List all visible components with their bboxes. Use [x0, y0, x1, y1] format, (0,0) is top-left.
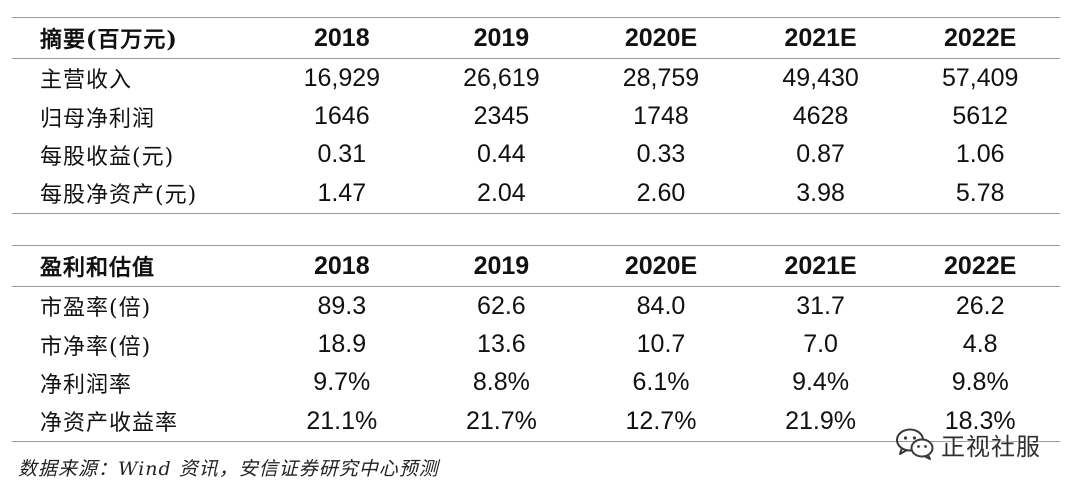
table-cell: 1.47	[317, 178, 367, 207]
valuation-header-2019: 2019	[421, 245, 582, 287]
summary-header-2022e: 2022E	[900, 17, 1060, 59]
table-cell: 31.7	[796, 291, 845, 320]
summary-header-2020e: 2020E	[581, 17, 741, 59]
table-cell: 9.8%	[951, 368, 1009, 397]
table-cell: 12.7%	[625, 406, 697, 435]
table-row: 市净率(倍) 18.9 13.6 10.7 7.0 4.8	[12, 325, 1060, 363]
wechat-icon	[896, 428, 934, 460]
table-cell: 4.8	[962, 330, 998, 359]
table-row: 市盈率(倍) 89.3 62.6 84.0 31.7 26.2	[12, 287, 1060, 326]
table-cell: 10.7	[636, 330, 686, 359]
table-cell: 21.7%	[465, 406, 537, 435]
summary-header-2019: 2019	[421, 17, 582, 59]
table-cell: 4628	[792, 102, 849, 131]
table-cell: 2345	[473, 102, 530, 131]
table-cell: 28,759	[622, 63, 700, 92]
table-row: 主营收入 16,929 26,619 28,759 49,430 57,409	[12, 59, 1060, 98]
table-cell: 0.44	[477, 140, 526, 169]
summary-header-2018: 2018	[262, 17, 422, 59]
table-cell: 5.78	[955, 178, 1005, 207]
row-label: 归母净利润	[40, 106, 156, 132]
valuation-header-2022e: 2022E	[900, 245, 1060, 287]
table-cell: 0.33	[636, 140, 686, 169]
row-label: 市盈率(倍)	[40, 296, 152, 322]
table-row: 每股净资产(元) 1.47 2.04 2.60 3.98 5.78	[12, 174, 1060, 213]
summary-header-row: 摘要(百万元) 2018 2019 2020E 2021E 2022E	[12, 17, 1060, 59]
table-cell: 84.0	[636, 291, 686, 320]
valuation-header-row: 盈利和估值 2018 2019 2020E 2021E 2022E	[12, 245, 1060, 287]
source-note: 数据来源：Wind 资讯，安信证券研究中心预测	[18, 458, 439, 480]
table-cell: 49,430	[782, 63, 859, 92]
table-row: 净利润率 9.7% 8.8% 6.1% 9.4% 9.8%	[12, 364, 1060, 402]
table-cell: 89.3	[317, 291, 367, 320]
table-cell: 5612	[952, 102, 1008, 131]
valuation-table: 盈利和估值 2018 2019 2020E 2021E 2022E 市盈率(倍)…	[12, 245, 1060, 442]
watermark-text: 正视社服	[941, 432, 1041, 461]
table-cell: 26.2	[955, 291, 1005, 320]
table-cell: 9.4%	[792, 368, 850, 397]
row-label: 市净率(倍)	[40, 334, 152, 360]
table-cell: 13.6	[477, 330, 526, 359]
row-label: 每股收益(元)	[40, 144, 175, 170]
table-cell: 18.9	[317, 330, 367, 359]
table-cell: 9.7%	[313, 368, 371, 397]
table-cell: 57,409	[941, 63, 1019, 92]
table-row: 每股收益(元) 0.31 0.44 0.33 0.87 1.06	[12, 136, 1060, 174]
row-label: 主营收入	[40, 68, 133, 94]
watermark: 正视社服	[895, 424, 1041, 464]
summary-header-2021e: 2021E	[740, 17, 901, 59]
table-cell: 2.04	[477, 178, 526, 207]
table-cell: 6.1%	[632, 368, 690, 397]
valuation-header-2021e: 2021E	[740, 245, 901, 287]
table-row: 净资产收益率 21.1% 21.7% 12.7% 21.9% 18.3%	[12, 402, 1060, 441]
valuation-header-2020e: 2020E	[581, 245, 741, 287]
summary-table: 摘要(百万元) 2018 2019 2020E 2021E 2022E 主营收入…	[12, 17, 1060, 214]
summary-header-label: 摘要(百万元)	[12, 17, 262, 59]
table-cell: 0.31	[317, 140, 367, 169]
table-cell: 62.6	[477, 291, 526, 320]
table-cell: 1.06	[955, 140, 1005, 169]
table-cell: 8.8%	[472, 368, 530, 397]
table-cell: 7.0	[803, 330, 838, 359]
valuation-header-label: 盈利和估值	[12, 245, 262, 287]
row-label: 每股净资产(元)	[40, 183, 198, 209]
table-cell: 21.1%	[306, 406, 378, 435]
table-cell: 21.9%	[785, 406, 857, 435]
table-cell: 0.87	[796, 140, 845, 169]
table-row: 归母净利润 1646 2345 1748 4628 5612	[12, 97, 1060, 135]
table-cell: 18.3%	[944, 406, 1016, 435]
table-cell: 26,619	[463, 63, 540, 92]
table-cell: 3.98	[796, 178, 845, 207]
row-label: 净利润率	[40, 372, 133, 398]
valuation-header-2018: 2018	[262, 245, 422, 287]
table-cell: 16,929	[303, 63, 381, 92]
table-cell: 1748	[633, 102, 689, 131]
table-cell: 2.60	[636, 178, 686, 207]
table-cell: 1646	[313, 102, 370, 131]
row-label: 净资产收益率	[40, 411, 179, 437]
